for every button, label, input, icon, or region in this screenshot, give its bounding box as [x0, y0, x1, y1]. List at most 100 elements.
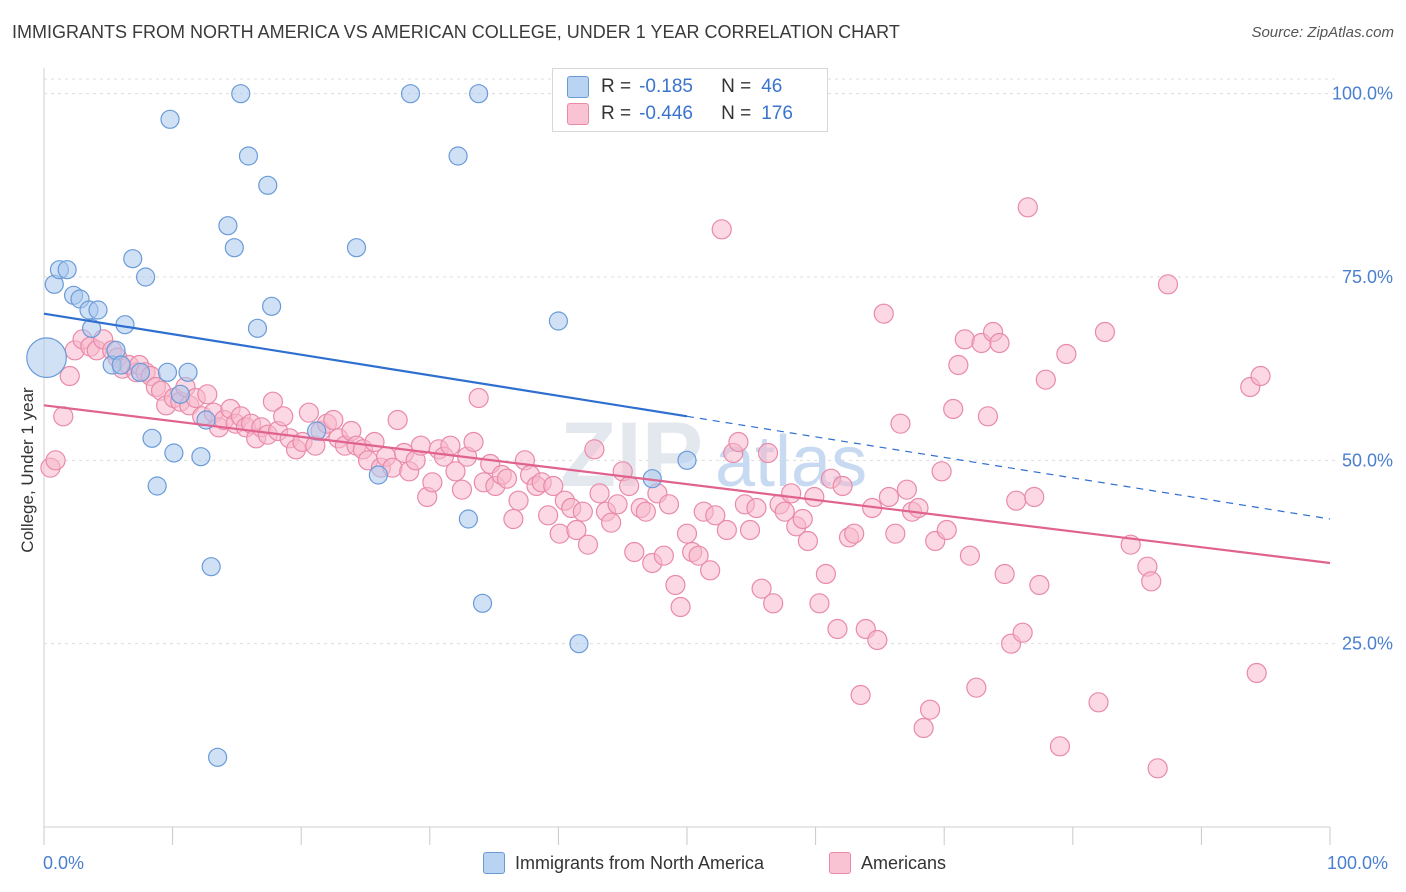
- source-label: Source: ZipAtlas.com: [1251, 24, 1394, 41]
- data-point: [815, 563, 836, 585]
- data-point: [896, 479, 918, 500]
- legend-item-americans[interactable]: Americans: [829, 852, 946, 874]
- data-point: [496, 468, 518, 489]
- legend-bottom: Immigrants from North America Americans: [0, 850, 1406, 880]
- data-point: [1056, 343, 1077, 365]
- legend-item-immigrants[interactable]: Immigrants from North America: [483, 852, 764, 874]
- data-point: [368, 465, 388, 485]
- data-point: [676, 523, 698, 544]
- data-point: [781, 483, 802, 504]
- data-point: [635, 501, 656, 522]
- axes: [43, 68, 1331, 845]
- data-point: [577, 534, 599, 555]
- data-point: [387, 409, 408, 431]
- data-point: [966, 677, 987, 698]
- data-point: [323, 409, 344, 431]
- legend-n-label: N =: [721, 76, 752, 97]
- data-point: [832, 475, 853, 497]
- legend-r-label: R =: [601, 103, 632, 124]
- y-tick-label: 100.0%: [1332, 84, 1393, 104]
- legend-n-value: 46: [761, 76, 783, 97]
- data-point: [619, 475, 640, 497]
- data-point: [677, 450, 697, 470]
- data-point: [1147, 758, 1168, 779]
- legend-n-label: N =: [721, 103, 752, 124]
- data-point: [1141, 571, 1162, 592]
- data-point: [503, 508, 524, 530]
- data-point: [1157, 274, 1179, 295]
- data-point: [792, 508, 813, 530]
- data-point: [1017, 197, 1038, 218]
- data-point: [873, 303, 894, 324]
- data-point: [26, 337, 67, 379]
- y-tick-label: 25.0%: [1342, 634, 1393, 654]
- data-point: [59, 365, 80, 387]
- data-point: [844, 523, 865, 544]
- data-point: [757, 442, 779, 464]
- legend-r-value: -0.185: [639, 76, 693, 97]
- data-point: [688, 545, 709, 566]
- data-point: [262, 296, 282, 316]
- data-point: [247, 318, 268, 338]
- trend-lines: [43, 312, 1331, 565]
- data-point: [88, 300, 108, 320]
- data-point: [1094, 321, 1116, 343]
- americans-points: [40, 197, 1271, 779]
- data-point: [913, 717, 934, 739]
- data-point: [1035, 369, 1056, 390]
- data-point: [653, 545, 674, 566]
- data-point: [751, 578, 772, 599]
- data-point: [135, 267, 156, 287]
- data-point: [624, 541, 645, 563]
- legend-r-value: -0.446: [639, 103, 693, 124]
- data-point: [472, 593, 493, 613]
- data-point: [1029, 574, 1050, 596]
- data-point: [607, 494, 628, 515]
- data-point: [208, 747, 228, 767]
- data-point: [400, 84, 421, 104]
- data-point: [994, 563, 1015, 585]
- data-point: [440, 435, 461, 456]
- data-point: [1049, 736, 1071, 757]
- data-point: [218, 216, 238, 236]
- x-tick-label-min: 0.0%: [43, 853, 85, 873]
- data-point: [508, 490, 529, 511]
- data-point: [569, 634, 589, 654]
- legend-row-americans: R = -0.446 N = 176: [567, 103, 793, 125]
- data-point: [711, 219, 732, 240]
- data-point: [45, 450, 66, 471]
- data-point: [111, 355, 131, 375]
- data-point: [572, 501, 593, 522]
- legend-swatch-blue: [567, 76, 589, 98]
- data-point: [164, 443, 184, 463]
- legend-swatch-pink: [567, 103, 589, 125]
- legend-top: R = -0.185 N = 46 R = -0.446 N = 176: [552, 68, 828, 132]
- data-point: [262, 391, 284, 412]
- data-point: [538, 505, 559, 526]
- data-point: [231, 84, 251, 104]
- data-point: [224, 238, 244, 258]
- data-point: [157, 362, 178, 382]
- data-point: [201, 557, 221, 577]
- data-point: [178, 362, 198, 382]
- data-point: [665, 574, 686, 596]
- data-point: [238, 146, 259, 166]
- data-point: [804, 486, 825, 508]
- data-point: [584, 439, 605, 460]
- data-point: [908, 497, 929, 519]
- data-point: [258, 175, 278, 195]
- data-point: [53, 406, 74, 427]
- data-point: [936, 519, 957, 541]
- data-point: [728, 431, 749, 453]
- data-point: [746, 497, 767, 519]
- data-point: [1246, 662, 1267, 684]
- data-point: [422, 472, 443, 493]
- data-point: [549, 523, 570, 544]
- data-point: [298, 402, 320, 423]
- data-point: [147, 476, 167, 496]
- legend-label-immigrants: Immigrants from North America: [515, 852, 765, 873]
- data-point: [160, 109, 180, 129]
- data-point: [959, 545, 981, 566]
- data-point: [954, 329, 975, 350]
